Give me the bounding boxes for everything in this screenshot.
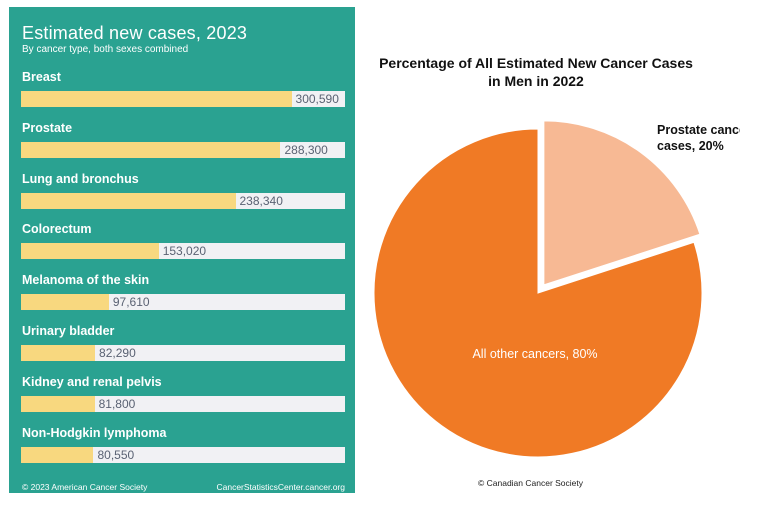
bar-fill — [21, 141, 281, 158]
pie-slice-prostate — [543, 120, 701, 286]
pie-chart: Prostate cancercases, 20% All other cance… — [373, 120, 740, 458]
bar-track: 80,550 — [21, 446, 345, 463]
bar-row: Lung and bronchus 238,340 — [9, 172, 355, 218]
bar-value-label: 300,590 — [295, 92, 339, 106]
bar-chart-footer-source: © 2023 American Cancer Society — [22, 482, 148, 492]
bar-row: Prostate 288,300 — [9, 121, 355, 167]
bar-fill — [21, 243, 159, 260]
bar-category-label: Urinary bladder — [22, 324, 115, 338]
bar-value-label: 82,290 — [99, 346, 136, 360]
pie-slice-label-prostate: Prostate cancercases, 20% — [657, 123, 740, 153]
bar-track: 238,340 — [21, 192, 345, 209]
bar-value-label: 153,020 — [162, 244, 207, 259]
bar-value-label: 288,300 — [284, 142, 328, 157]
bar-chart-subtitle: By cancer type, both sexes combined — [22, 44, 189, 55]
bar-value-label: 80,550 — [97, 447, 135, 462]
bar-row: Colorectum 153,020 — [9, 222, 355, 268]
pie-slice-label-other: All other cancers, 80% — [472, 347, 597, 361]
bar-row: Breast 300,590 — [9, 70, 355, 116]
bar-fill — [21, 294, 109, 311]
pie-chart-title-line1: Percentage of All Estimated New Cancer C… — [379, 55, 693, 71]
bar-category-label: Melanoma of the skin — [22, 273, 150, 288]
bar-fill — [21, 91, 292, 107]
bar-fill — [21, 446, 94, 463]
bar-category-label: Kidney and renal pelvis — [22, 374, 162, 389]
bar-category-label: Lung and bronchus — [22, 171, 139, 186]
bar-track: 97,610 — [21, 294, 345, 311]
bar-track: 81,800 — [21, 395, 345, 412]
bar-value-label: 81,800 — [98, 396, 136, 411]
bar-row: Kidney and renal pelvis 81,800 — [9, 375, 355, 421]
bar-fill — [21, 395, 95, 412]
bar-row: Non-Hodgkin lymphoma 80,550 — [9, 426, 355, 472]
bar-fill — [21, 192, 236, 209]
bar-track: 153,020 — [21, 243, 345, 260]
bar-category-label: Breast — [22, 70, 61, 84]
bar-track: 300,590 — [21, 91, 345, 107]
bar-category-label: Colorectum — [22, 222, 92, 237]
bar-track: 82,290 — [21, 345, 345, 361]
pie-slice-other — [373, 128, 703, 458]
pie-chart-title-line2: in Men in 2022 — [488, 73, 584, 89]
pie-chart-copyright: © Canadian Cancer Society — [478, 478, 584, 488]
bar-chart-panel: Estimated new cases, 2023 By cancer type… — [9, 7, 355, 493]
bar-fill — [21, 345, 96, 361]
bar-value-label: 238,340 — [239, 193, 283, 208]
bar-category-label: Prostate — [22, 120, 73, 135]
bar-row: Melanoma of the skin 97,610 — [9, 273, 355, 319]
bar-track: 288,300 — [21, 141, 345, 158]
bar-row: Urinary bladder 82,290 — [9, 324, 355, 370]
bar-category-label: Non-Hodgkin lymphoma — [22, 425, 167, 440]
bar-chart-title: Estimated new cases, 2023 — [22, 23, 248, 43]
pie-chart-title: Percentage of All Estimated New Cancer C… — [370, 54, 702, 90]
bar-value-label: 97,610 — [112, 295, 150, 310]
bar-chart-footer-url: CancerStatisticsCenter.cancer.org — [216, 482, 345, 492]
